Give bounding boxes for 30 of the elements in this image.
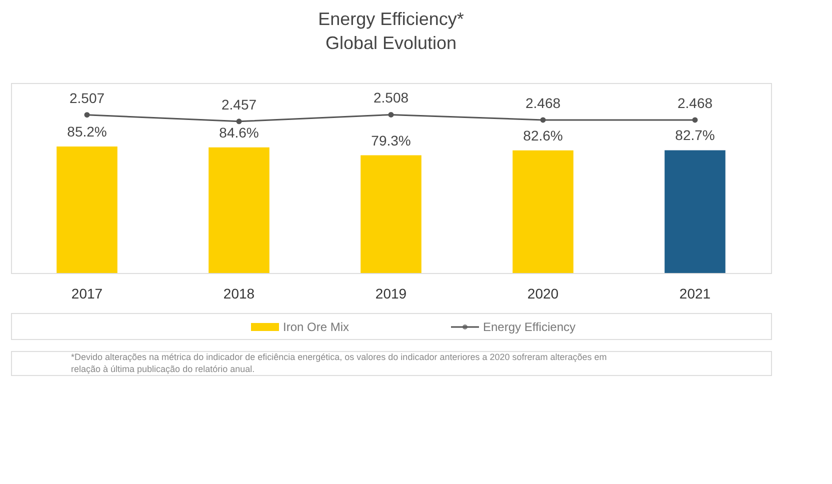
data-label: 2.468 xyxy=(525,94,561,111)
data-label: 2.508 xyxy=(373,90,409,106)
x-tick-label: 2019 xyxy=(375,286,407,302)
data-label: 2.468 xyxy=(677,94,713,111)
bar xyxy=(360,155,422,273)
x-tick-label: 2018 xyxy=(223,286,255,302)
x-tick-label: 2020 xyxy=(527,286,559,302)
bar xyxy=(512,150,574,273)
x-tick-label: 2017 xyxy=(71,286,103,302)
data-label: 2.457 xyxy=(221,96,257,112)
chart-title: Energy Efficiency* xyxy=(318,9,464,29)
bar xyxy=(664,150,726,273)
legend-label: Energy Efficiency xyxy=(483,320,576,334)
text: *Devido alterações na métrica do indicador de eficiência energética, os valores do indicador anteriores a 2020 sofreram alterações em relação à última publicação do relatório anual. xyxy=(71,352,607,374)
point xyxy=(84,112,90,118)
point xyxy=(540,117,546,123)
data-label: 85.2% xyxy=(67,124,107,140)
x-tick-label: 2021 xyxy=(679,286,711,302)
data-label: 82.7% xyxy=(675,127,715,144)
chart-subtitle: Global Evolution xyxy=(325,33,457,53)
bar xyxy=(208,147,270,273)
legend-label: Iron Ore Mix xyxy=(283,320,350,334)
bar xyxy=(56,146,118,273)
point xyxy=(388,112,394,118)
data-label: 2.507 xyxy=(69,90,105,106)
data-label: 84.6% xyxy=(219,124,259,140)
point xyxy=(236,118,242,124)
data-label: 79.3% xyxy=(371,132,411,148)
point xyxy=(692,117,698,123)
data-label: 82.6% xyxy=(523,127,563,144)
